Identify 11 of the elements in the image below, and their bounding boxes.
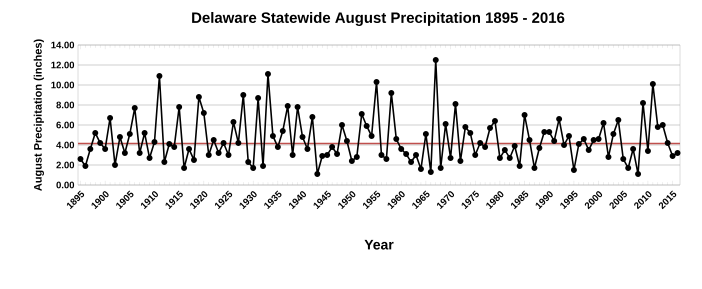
- y-tick-label: 12.00: [51, 62, 74, 68]
- y-tick-label: 10.00: [51, 82, 74, 88]
- chart-title: Delaware Statewide August Precipitation 1895 - 2016: [192, 12, 564, 26]
- y-tick-label: 4.00: [56, 142, 74, 148]
- y-tick-label: 14.00: [51, 42, 74, 48]
- y-tick-label: 6.00: [56, 122, 74, 128]
- y-axis-title: August Precipitation (inches): [34, 39, 44, 191]
- y-tick-label: 0.00: [56, 182, 74, 188]
- x-axis-title: Year: [364, 240, 394, 250]
- y-tick-label: 2.00: [56, 162, 74, 168]
- y-tick-label: 8.00: [56, 102, 74, 108]
